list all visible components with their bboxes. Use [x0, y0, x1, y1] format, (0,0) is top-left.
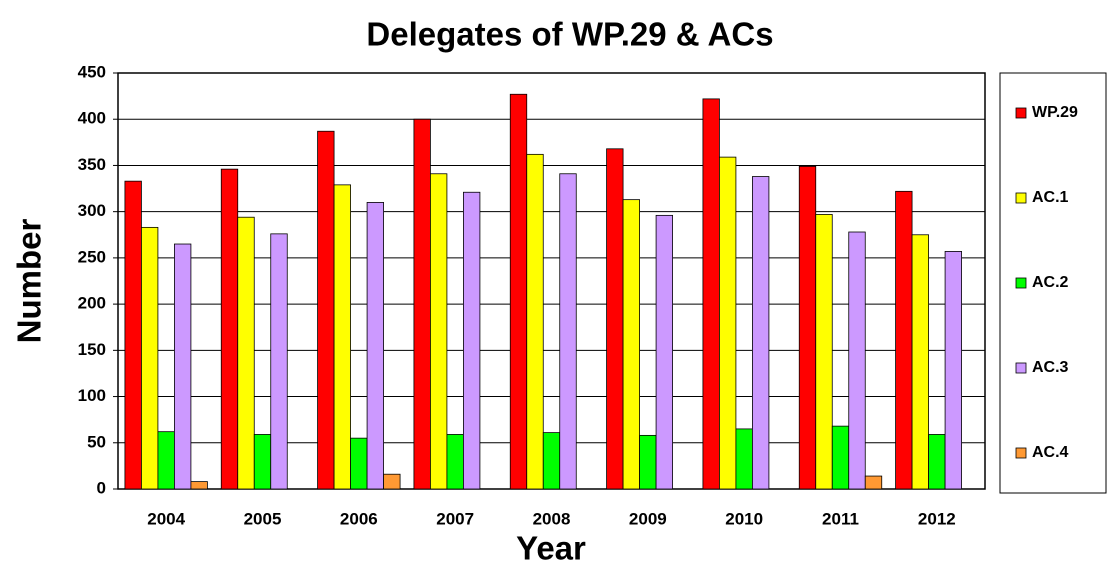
bar — [542, 432, 561, 490]
legend-label: AC.4 — [1032, 444, 1069, 461]
x-tick-label: 2005 — [244, 509, 282, 528]
x-tick-label: 2010 — [725, 509, 763, 528]
bar — [366, 202, 384, 490]
bar — [655, 214, 673, 490]
legend-swatch — [1015, 192, 1027, 204]
bar — [253, 434, 272, 490]
y-axis-label: Number — [11, 219, 48, 344]
bar — [383, 473, 401, 490]
bar — [639, 434, 657, 490]
bar — [895, 190, 913, 490]
bar — [430, 173, 448, 490]
y-tick-label: 350 — [78, 155, 106, 174]
bar — [848, 231, 866, 490]
bar — [815, 214, 833, 490]
x-tick-label: 2012 — [918, 509, 956, 528]
bar — [559, 173, 577, 490]
bar — [928, 434, 946, 490]
bar — [798, 165, 817, 490]
bar — [735, 428, 753, 490]
legend-label: AC.3 — [1032, 359, 1069, 376]
y-tick-label: 100 — [78, 386, 106, 405]
bar — [333, 184, 351, 490]
bar — [864, 475, 883, 490]
y-tick-label: 300 — [78, 201, 106, 220]
bar — [509, 93, 528, 490]
chart-title: Delegates of WP.29 & ACs — [366, 16, 773, 53]
bar — [350, 437, 368, 490]
bar — [220, 168, 239, 490]
legend-swatch — [1015, 362, 1027, 374]
bar — [752, 176, 770, 490]
bar — [317, 130, 335, 490]
bar — [944, 251, 962, 490]
y-tick-label: 150 — [78, 340, 106, 359]
bar — [174, 243, 192, 490]
bar — [446, 434, 464, 490]
legend-label: AC.1 — [1032, 189, 1069, 206]
bar — [124, 180, 142, 490]
x-tick-label: 2004 — [147, 509, 185, 528]
bar — [622, 199, 640, 490]
bar — [463, 191, 481, 490]
legend-swatch — [1015, 277, 1027, 289]
legend-swatch — [1015, 447, 1027, 459]
bar — [606, 148, 624, 490]
bar — [719, 156, 737, 490]
y-tick-label: 400 — [78, 109, 106, 128]
bar — [831, 425, 850, 490]
x-tick-label: 2009 — [629, 509, 667, 528]
bar — [702, 98, 720, 490]
bar — [190, 481, 208, 490]
legend-label: WP.29 — [1032, 104, 1078, 121]
x-axis-label: Year — [516, 530, 586, 567]
y-tick-label: 0 — [97, 478, 106, 497]
bar — [157, 431, 175, 490]
bar — [911, 234, 929, 490]
y-tick-label: 50 — [87, 432, 106, 451]
x-tick-label: 2006 — [340, 509, 378, 528]
x-tick-label: 2007 — [436, 509, 474, 528]
legend-swatch — [1015, 107, 1027, 119]
x-tick-label: 2008 — [533, 509, 571, 528]
y-tick-label: 200 — [78, 294, 106, 313]
y-tick-label: 450 — [78, 62, 106, 81]
legend-label: AC.2 — [1032, 274, 1069, 291]
bar — [526, 153, 544, 490]
bar — [237, 216, 255, 490]
bar — [270, 233, 288, 490]
x-tick-label: 2011 — [822, 509, 859, 528]
y-tick-label: 250 — [78, 247, 106, 266]
bar — [413, 118, 431, 490]
bar — [141, 226, 159, 490]
